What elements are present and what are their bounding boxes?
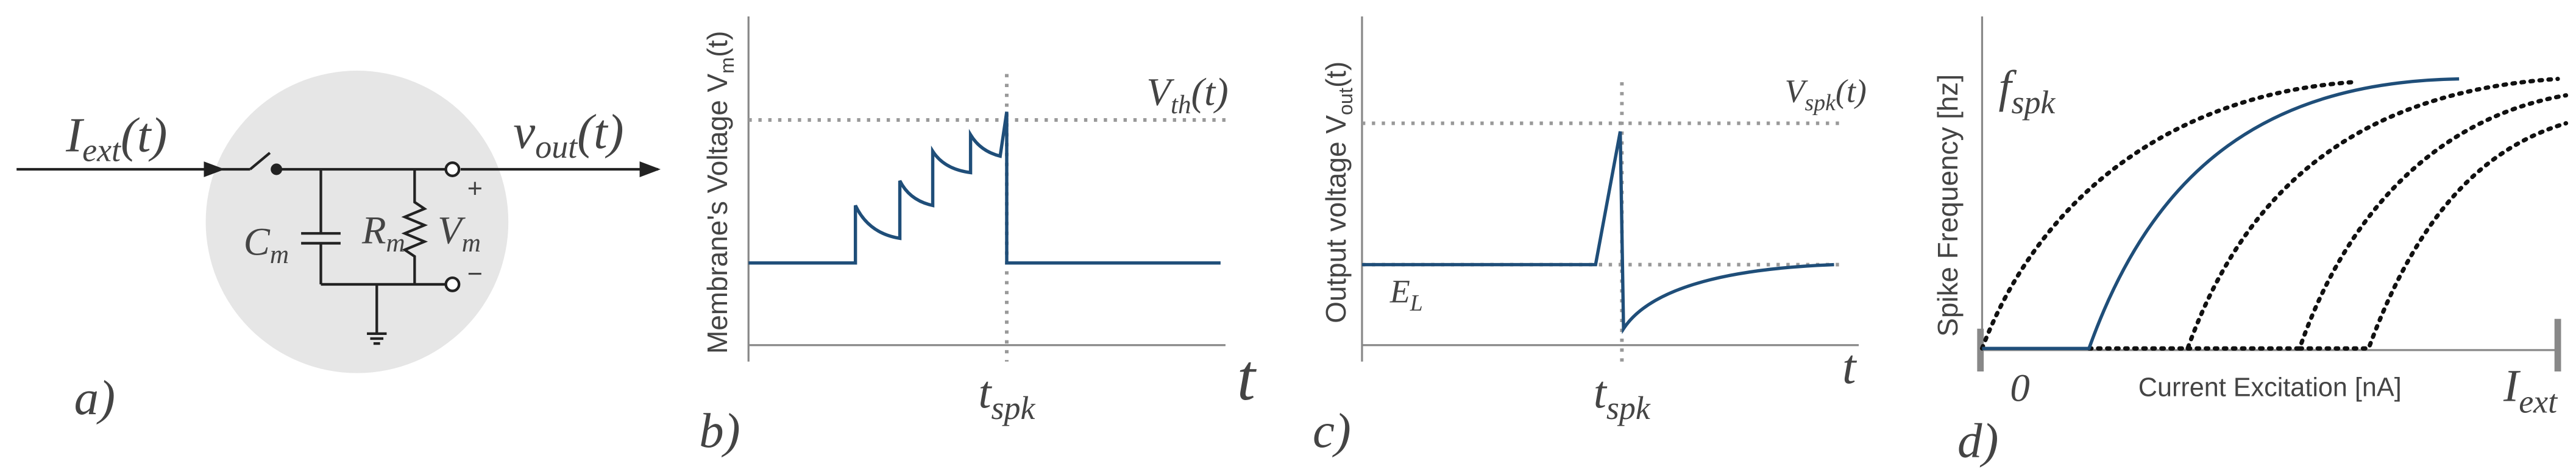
threshold-label: Vth(t) bbox=[1146, 71, 1228, 119]
output-label: vout(t) bbox=[513, 104, 623, 165]
x-symbol: Iext bbox=[2503, 361, 2558, 420]
circuit bbox=[16, 71, 661, 373]
x-axis-label: Current Excitation [nA] bbox=[2138, 373, 2402, 402]
plus-sign: + bbox=[467, 174, 483, 203]
panel-tag: a) bbox=[74, 370, 115, 425]
y-symbol: fspk bbox=[1998, 62, 2056, 121]
minus-sign: − bbox=[467, 259, 483, 289]
input-label: Iext(t) bbox=[65, 107, 167, 168]
x-axis-label: t bbox=[1237, 342, 1257, 414]
spike-time-label: tspk bbox=[1594, 367, 1651, 426]
rest-level-label: EL bbox=[1389, 273, 1423, 316]
spike-time-label: tspk bbox=[979, 367, 1036, 426]
panel-tag: c) bbox=[1313, 403, 1351, 458]
x-axis-label: t bbox=[1842, 339, 1857, 394]
voltage-label: Vm bbox=[438, 208, 481, 257]
y-axis-label: Membrane's Voltage Vm(t) bbox=[701, 31, 738, 354]
panel-tag: d) bbox=[1957, 413, 1998, 468]
resistor-label: Rm bbox=[361, 208, 405, 257]
y-axis-label: Output voltage Vout(t) bbox=[1320, 62, 1357, 323]
capacitor-label: Cm bbox=[244, 220, 289, 269]
output-plot bbox=[1361, 16, 1859, 362]
panel-tag: b) bbox=[699, 403, 740, 458]
membrane-plot bbox=[747, 16, 1226, 362]
frequency-plot bbox=[1977, 16, 2569, 371]
y-axis-label: Spike Frequency [hz] bbox=[1932, 74, 1964, 337]
spike-level-label: Vspk(t) bbox=[1785, 72, 1867, 115]
origin-label: 0 bbox=[2010, 367, 2029, 410]
